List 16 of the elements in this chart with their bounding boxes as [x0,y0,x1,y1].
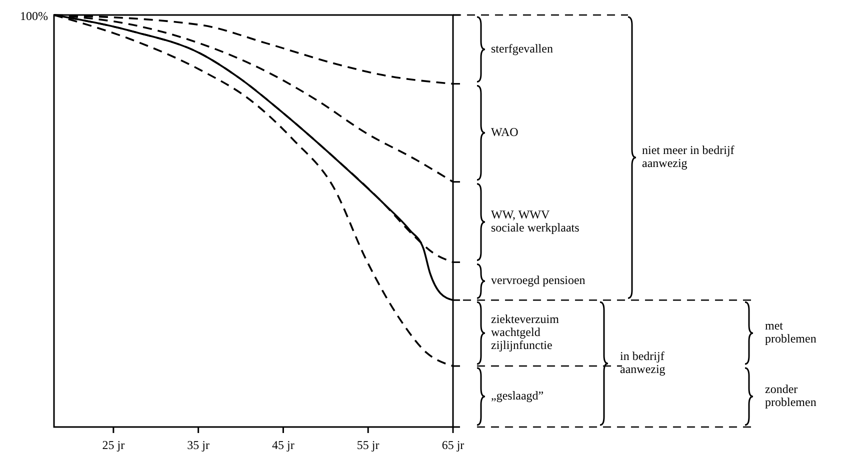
text: in bedrijf aanwezig [620,348,666,376]
text: WAO [491,124,519,139]
x-tick-label: 55 jr [356,438,380,452]
text: niet meer in bedrijf aanwezig [642,142,734,170]
text: 100% [20,8,48,23]
text: vervroegd pensioen [491,272,586,287]
text: WW, WWV sociale werkplaats [491,207,580,234]
x-tick-label: 65 jr [442,438,464,452]
text: sterfgevallen [491,41,553,56]
x-tick-label: 25 jr [102,438,125,452]
x-tick-label: 45 jr [272,438,294,452]
text: „geslaagd” [491,388,544,402]
text: zonder problemen [765,382,816,409]
text: ziekteverzuim wachtgeld zijlijnfunctie [491,312,560,352]
text: met problemen [765,318,816,346]
x-tick-label: 35 jr [187,438,210,452]
